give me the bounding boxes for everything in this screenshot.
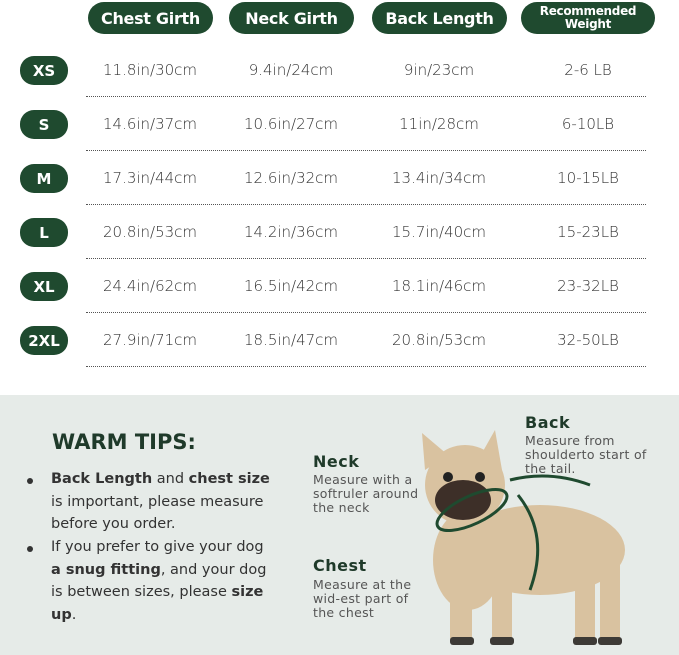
cell-back: 13.4in/34cm [391,169,487,187]
tip-bold: Back Length [51,471,153,487]
cell-chest: 27.9in/71cm [102,331,198,349]
measurement-guide: WARM TIPS: Back Length and chest size is… [0,395,679,655]
back-label: Back [525,413,571,432]
cell-weight: 23-32LB [557,277,619,295]
row-divider [86,312,646,313]
chest-label: Chest [313,556,367,575]
size-badge: XS [20,56,68,85]
row-divider [86,366,646,367]
header-recommended-weight: Recommended Weight [521,2,655,34]
dog-illustration [422,430,625,645]
cell-back: 9in/23cm [403,61,475,79]
bullet-icon [27,546,33,552]
cell-chest: 11.8in/30cm [102,61,198,79]
tip-2: If you prefer to give your dog a snug fi… [51,536,276,626]
row-divider [86,150,646,151]
row-divider [86,96,646,97]
tip-text: , and your dog is between sizes, please [51,561,267,601]
cell-weight: 15-23LB [557,223,619,241]
cell-neck: 14.2in/36cm [243,223,339,241]
header-neck-girth: Neck Girth [229,2,354,34]
neck-measure-line [435,488,509,532]
neck-label: Neck [313,452,360,471]
back-description: Measure from shoulderto start of the tai… [525,433,647,476]
size-badge: 2XL [20,326,68,355]
cell-neck: 9.4in/24cm [248,61,334,79]
warm-tips-title: WARM TIPS: [52,430,196,454]
tip-bold: size up [51,584,264,623]
row-divider [86,204,646,205]
cell-weight: 6-10LB [561,115,615,133]
tip-text: If you prefer to give your dog [51,539,264,555]
cell-back: 15.7in/40cm [391,223,487,241]
cell-chest: 24.4in/62cm [102,277,198,295]
cell-neck: 12.6in/32cm [243,169,339,187]
chest-description: Measure at the wid-est part of the chest [313,577,412,620]
tip-text: and [152,471,189,487]
tip-text: is important, please measure before you … [51,493,264,533]
header-chest-girth: Chest Girth [88,2,213,34]
cell-weight: 32-50LB [557,331,619,349]
size-badge: M [20,164,68,193]
chest-measure-line [516,494,540,591]
cell-chest: 14.6in/37cm [102,115,198,133]
cell-back: 18.1in/46cm [391,277,487,295]
cell-chest: 20.8in/53cm [102,223,198,241]
row-divider [86,258,646,259]
back-measure-line [509,474,591,487]
size-badge: XL [20,272,68,301]
size-badge: S [20,110,68,139]
header-back-length: Back Length [372,2,507,34]
cell-neck: 10.6in/27cm [243,115,339,133]
cell-weight: 10-15LB [557,169,619,187]
cell-back: 20.8in/53cm [391,331,487,349]
bullet-icon [27,478,33,484]
cell-weight: 2-6 LB [564,61,612,79]
tip-bold: a snug fitting [51,561,161,578]
cell-neck: 16.5in/42cm [243,277,339,295]
size-badge: L [20,218,68,247]
tip-bold: chest size [188,471,270,487]
tip-text: . [71,606,77,623]
tip-1: Back Length and chest size is important,… [51,468,281,536]
neck-description: Measure with a softruler around the neck [313,472,419,515]
cell-back: 11in/28cm [399,115,479,133]
cell-neck: 18.5in/47cm [243,331,339,349]
cell-chest: 17.3in/44cm [102,169,198,187]
